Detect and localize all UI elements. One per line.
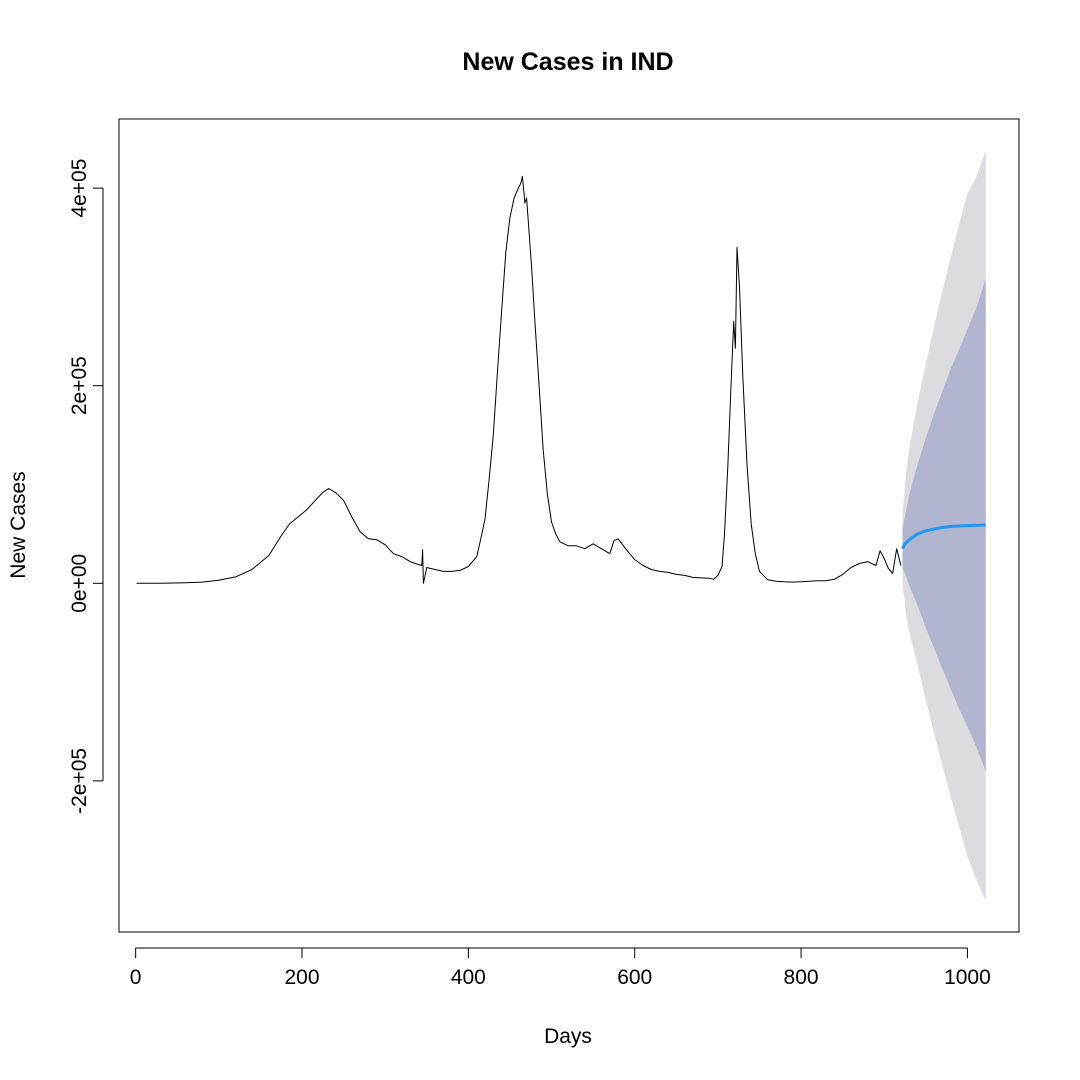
x-tick-label: 200 (284, 966, 319, 989)
forecast-series-line (901, 523, 986, 550)
x-tick-label: 0 (130, 966, 142, 989)
band-80-percent (902, 279, 986, 771)
observed-series-line (136, 175, 902, 584)
y-tick-label: 4e+05 (68, 159, 91, 218)
y-tick-label: 2e+05 (68, 356, 91, 415)
chart-title: New Cases in IND (462, 48, 673, 76)
y-tick-label: -2e+05 (68, 748, 91, 814)
x-tick-label: 400 (451, 966, 486, 989)
y-axis-title: New Cases (7, 471, 30, 578)
y-axis: -2e+05 0e+00 2e+05 4e+05 (68, 159, 104, 814)
series-lines (136, 175, 986, 584)
y-tick-label: 0e+00 (68, 554, 91, 613)
x-axis-title: Days (544, 1025, 592, 1048)
x-tick-label: 1000 (944, 966, 991, 989)
x-tick-label: 800 (784, 966, 819, 989)
plot-frame (118, 118, 1020, 933)
x-tick-label: 600 (617, 966, 652, 989)
x-axis: 0 200 400 600 800 1000 (130, 947, 991, 989)
